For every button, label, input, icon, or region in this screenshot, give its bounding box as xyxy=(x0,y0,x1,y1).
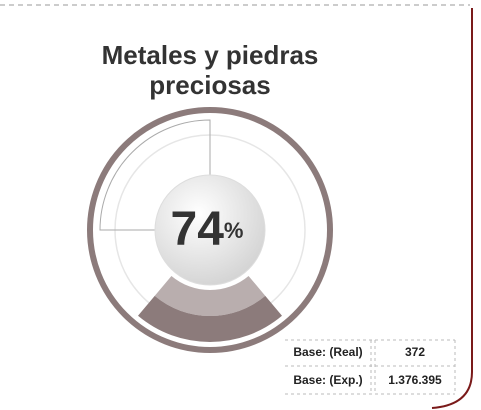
base-table xyxy=(285,339,456,395)
title-line: preciosas xyxy=(149,70,270,100)
side-border xyxy=(431,8,473,409)
value-label: 74% xyxy=(171,203,244,256)
outer-ring xyxy=(87,107,333,353)
table-cell: 1.376.395 xyxy=(388,373,442,387)
table-cell: 372 xyxy=(405,345,425,359)
table-cell: Base: (Real) xyxy=(293,345,362,359)
center-disc xyxy=(154,174,266,286)
table-cell: Base: (Exp.) xyxy=(293,373,362,387)
band-inner xyxy=(154,275,266,316)
value-band xyxy=(138,295,282,342)
sector-outline xyxy=(99,119,211,231)
title-line: Metales y piedras xyxy=(102,40,319,70)
